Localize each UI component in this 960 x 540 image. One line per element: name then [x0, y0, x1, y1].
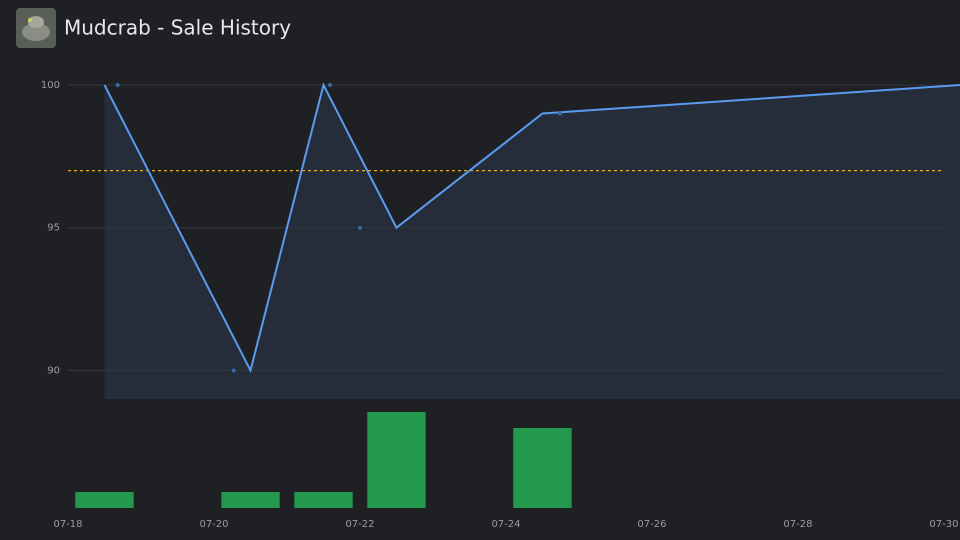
- x-tick-label: 07-24: [491, 519, 520, 530]
- sale-point: [557, 111, 562, 116]
- volume-bar: [513, 428, 572, 508]
- x-tick-label: 07-20: [199, 519, 228, 530]
- page-title: Mudcrab - Sale History: [64, 16, 291, 40]
- volume-bar: [75, 492, 134, 508]
- sale-point: [115, 82, 120, 87]
- x-tick-label: 07-30: [929, 519, 958, 530]
- volume-bar: [294, 492, 353, 508]
- item-icon: [16, 8, 56, 48]
- x-tick-label: 07-22: [345, 519, 374, 530]
- sale-point: [357, 225, 362, 230]
- y-tick-label: 90: [47, 365, 60, 376]
- sale-point: [231, 368, 236, 373]
- volume-bar: [367, 412, 426, 508]
- price-area: [104, 84, 960, 400]
- x-tick-label: 07-18: [53, 519, 82, 530]
- x-tick-label: 07-26: [637, 519, 666, 530]
- y-tick-label: 95: [47, 223, 60, 234]
- x-tick-label: 07-28: [783, 519, 812, 530]
- y-tick-label: 100: [41, 80, 60, 91]
- volume-bar: [221, 492, 280, 508]
- price-line: [103, 82, 960, 374]
- sale-point: [328, 82, 333, 87]
